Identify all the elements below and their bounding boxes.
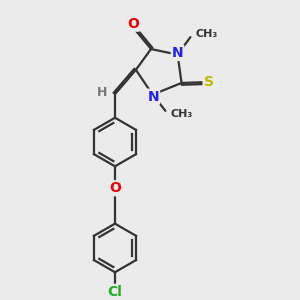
Text: CH₃: CH₃ xyxy=(196,29,218,39)
Text: N: N xyxy=(148,90,159,104)
Text: O: O xyxy=(109,181,121,195)
Text: N: N xyxy=(172,46,183,60)
Text: O: O xyxy=(127,17,139,31)
Text: S: S xyxy=(204,75,214,89)
Text: CH₃: CH₃ xyxy=(170,109,193,118)
Text: H: H xyxy=(97,86,108,99)
Text: Cl: Cl xyxy=(107,285,122,299)
